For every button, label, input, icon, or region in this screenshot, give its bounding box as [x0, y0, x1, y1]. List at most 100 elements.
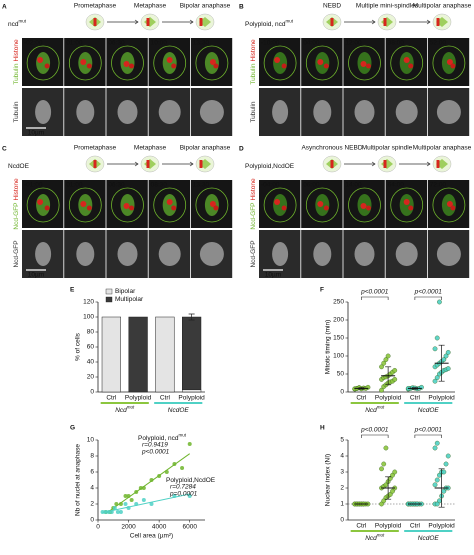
data-point — [383, 445, 389, 451]
cell-outline — [263, 45, 297, 81]
data-point — [381, 461, 387, 467]
cell-outline — [68, 187, 102, 223]
y-tick-label: 2 — [340, 485, 344, 492]
x-axis-label: Cell area (µm²) — [130, 533, 173, 540]
y-tick-label: 3 — [340, 469, 344, 476]
row-label-part: Tubulin — [250, 63, 257, 84]
data-point — [381, 360, 387, 366]
row-label-part: Ncd-GFP — [13, 202, 20, 229]
stage-arrow — [162, 19, 194, 25]
significance-bracket — [414, 296, 442, 300]
stage-label: Prometaphase — [74, 145, 117, 152]
x-tick-label: Ctrl — [160, 395, 171, 402]
stage-icon-chromatin — [146, 160, 150, 168]
data-point — [443, 461, 449, 467]
panel-title: NcdOE — [8, 163, 30, 170]
series-label-sup: mut — [178, 433, 186, 438]
chromatin-signal — [323, 63, 329, 69]
gray-signal — [117, 242, 138, 266]
data-point — [379, 387, 384, 393]
time-label: -10:00 — [261, 40, 280, 47]
data-point — [180, 466, 185, 470]
p-value: p<0.0001 — [141, 449, 170, 456]
data-point — [432, 445, 438, 451]
correlation: r=0.9419 — [142, 442, 168, 449]
bar-segment — [155, 316, 175, 393]
scale-label: 10µm — [265, 272, 281, 279]
time-label: 13:30 — [193, 182, 210, 189]
chromatin-signal — [80, 201, 87, 207]
data-point — [123, 494, 128, 498]
panel-title: ncdmut — [8, 19, 27, 28]
panel-letter: D — [239, 146, 244, 153]
gray-signal — [436, 100, 461, 124]
chromatin-signal — [209, 201, 216, 207]
y-tick-label: 0 — [340, 389, 344, 396]
data-point — [115, 510, 120, 514]
stage-label: Prometaphase — [74, 3, 117, 10]
chromatin-signal — [450, 205, 456, 211]
chromatin-signal — [274, 199, 281, 205]
group-label-sup: mut — [377, 405, 385, 410]
bar-segment — [101, 316, 121, 393]
chromatin-signal — [171, 205, 177, 211]
chromatin-signal — [209, 59, 216, 65]
panel-letter: E — [70, 287, 75, 294]
gray-signal — [395, 100, 418, 124]
y-tick-label: 150 — [333, 335, 344, 342]
significance-bracket — [361, 296, 389, 300]
group-label-main: NcdOE — [418, 535, 440, 542]
x-tick-label: Ctrl — [410, 523, 421, 530]
group-label-main: Ncd — [115, 407, 127, 414]
stage-icon-chromatin — [383, 160, 387, 168]
gray-signal — [272, 242, 289, 266]
y-tick-label: 120 — [83, 299, 94, 306]
fit-line — [102, 493, 190, 514]
y-tick-label: 100 — [333, 353, 344, 360]
gray-signal — [76, 100, 95, 124]
time-label: 12:00 — [345, 40, 362, 47]
cell-outline — [111, 187, 144, 223]
y-tick-label: 0 — [90, 517, 94, 524]
chromatin-signal — [166, 57, 173, 63]
sd-whisker — [438, 344, 445, 382]
time-label: 06:30 — [108, 182, 125, 189]
gray-signal — [354, 242, 375, 266]
legend-swatch — [105, 288, 113, 295]
data-point — [437, 299, 442, 305]
data-point — [112, 506, 117, 510]
stage-label: Multipolar anaphase — [413, 145, 472, 152]
group-label-main: NcdOE — [168, 407, 190, 414]
cell-outline — [26, 187, 60, 223]
y-tick-label: 6 — [90, 469, 94, 476]
y-tick-label: 10 — [87, 437, 95, 444]
cell-outline — [348, 45, 381, 81]
x-tick-label: Polyploid — [178, 395, 205, 402]
panel-letter: A — [2, 4, 7, 11]
x-tick-label: 4000 — [152, 524, 167, 531]
chromatin-signal — [44, 63, 50, 69]
data-point — [141, 498, 146, 502]
cell-outline — [195, 45, 229, 81]
y-tick-label: 100 — [83, 314, 94, 321]
row-label: Ncd-GFP Histone — [13, 178, 20, 230]
stage-label: Metaphase — [134, 145, 167, 152]
gray-signal — [313, 100, 332, 124]
time-label: 14:00 — [345, 182, 362, 189]
group-label: Ncdmut — [115, 405, 135, 414]
time-label: -01:00 — [24, 182, 43, 189]
tubulin-signal — [36, 52, 51, 74]
panel-letter: C — [2, 146, 7, 153]
group-label: NcdOE — [418, 535, 440, 542]
legend-label: Bipolar — [115, 288, 136, 295]
chromatin-signal — [44, 205, 50, 211]
stage-arrow — [399, 19, 431, 25]
row-label-part: Ncd-GFP — [250, 240, 257, 267]
group-label: Ncdmut — [365, 533, 385, 542]
gray-signal — [158, 100, 181, 124]
y-tick-label: 1 — [340, 501, 344, 508]
stage-icon-chromatin — [93, 160, 97, 168]
time-label: 10:00 — [151, 40, 168, 47]
time-label: 08:30 — [151, 182, 168, 189]
